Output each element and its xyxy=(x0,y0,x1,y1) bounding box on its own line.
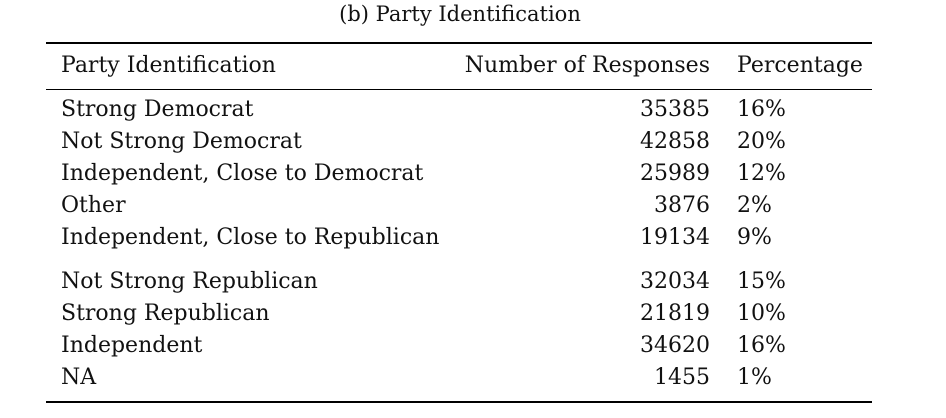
percentage-cell: 15% xyxy=(737,269,786,294)
party-cell: Not Strong Democrat xyxy=(61,129,302,154)
count-cell: 21819 xyxy=(640,301,710,326)
table-row: Other 3876 2% xyxy=(46,191,872,221)
table-row: Not Strong Democrat 42858 20% xyxy=(46,127,872,157)
party-cell: Not Strong Republican xyxy=(61,269,318,294)
count-cell: 3876 xyxy=(654,193,710,218)
percentage-cell: 16% xyxy=(737,97,786,122)
table-row: Strong Democrat 35385 16% xyxy=(46,95,872,125)
header-count: Number of Responses xyxy=(464,53,710,78)
count-cell: 35385 xyxy=(640,97,710,122)
count-cell: 1455 xyxy=(654,365,710,390)
percentage-cell: 12% xyxy=(737,161,786,186)
percentage-cell: 1% xyxy=(737,365,772,390)
party-cell: Strong Republican xyxy=(61,301,270,326)
percentage-cell: 2% xyxy=(737,193,772,218)
party-cell: Strong Democrat xyxy=(61,97,254,122)
header-party: Party Identification xyxy=(61,53,276,78)
percentage-cell: 16% xyxy=(737,333,786,358)
party-cell: Independent, Close to Republican xyxy=(61,225,440,250)
header-row: Party Identification Number of Responses… xyxy=(46,51,872,81)
table-row: Strong Republican 21819 10% xyxy=(46,299,872,329)
party-cell: NA xyxy=(61,365,97,390)
table-row: Independent 34620 16% xyxy=(46,331,872,361)
header-rule xyxy=(46,89,872,90)
top-rule xyxy=(46,42,872,44)
table-caption: (b) Party Identification xyxy=(339,2,581,26)
table-row: Independent, Close to Democrat 25989 12% xyxy=(46,159,872,189)
count-cell: 19134 xyxy=(640,225,710,250)
bottom-rule xyxy=(46,401,872,403)
table-row: Independent, Close to Republican 19134 9… xyxy=(46,223,872,253)
party-cell: Independent, Close to Democrat xyxy=(61,161,424,186)
count-cell: 42858 xyxy=(640,129,710,154)
party-cell: Other xyxy=(61,193,126,218)
header-percentage: Percentage xyxy=(737,53,863,78)
count-cell: 25989 xyxy=(640,161,710,186)
percentage-cell: 20% xyxy=(737,129,786,154)
count-cell: 32034 xyxy=(640,269,710,294)
percentage-cell: 10% xyxy=(737,301,786,326)
table-row: NA 1455 1% xyxy=(46,363,872,393)
party-cell: Independent xyxy=(61,333,203,358)
table-row: Not Strong Republican 32034 15% xyxy=(46,267,872,297)
percentage-cell: 9% xyxy=(737,225,772,250)
count-cell: 34620 xyxy=(640,333,710,358)
